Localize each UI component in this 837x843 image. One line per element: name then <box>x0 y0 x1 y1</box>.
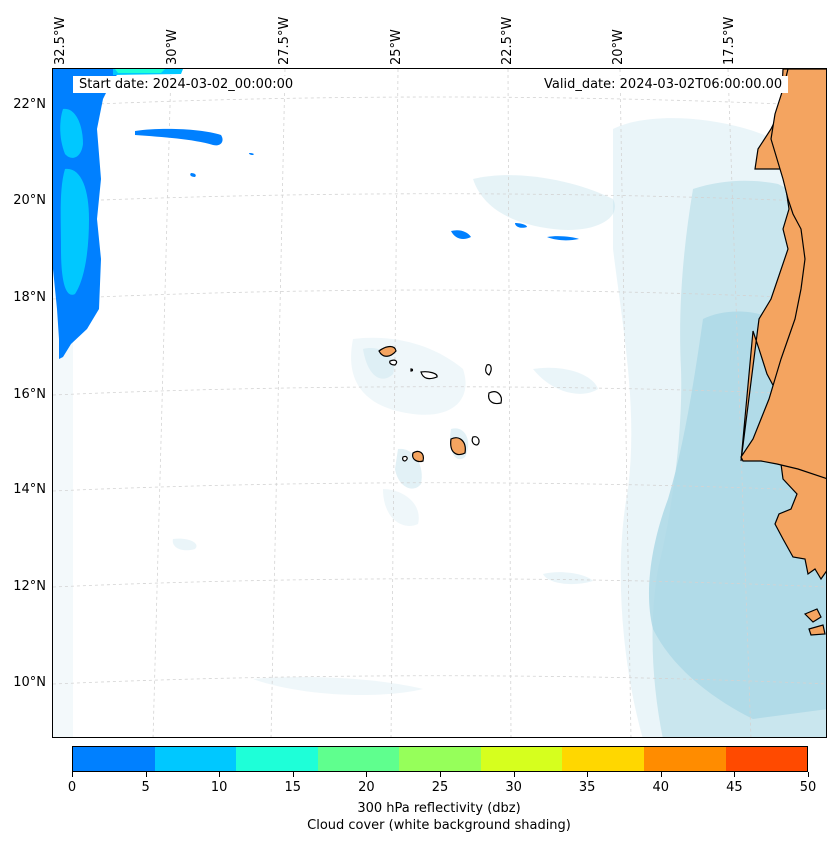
colorbar-tick-label: 30 <box>505 780 522 795</box>
cape-verde-islands <box>378 345 502 463</box>
lon-label: 22.5°W <box>500 16 515 65</box>
colorbar-tick-label: 35 <box>578 780 596 795</box>
lat-label: 18°N <box>13 290 46 305</box>
island <box>808 624 826 636</box>
colorbar-tick <box>145 772 147 777</box>
lon-label: 17.5°W <box>722 16 737 65</box>
africa-land <box>740 69 826 479</box>
map-panel <box>52 68 827 738</box>
colorbar-tick-label: 50 <box>799 780 817 795</box>
start-date-label: Start date: 2024-03-02_00:00:00 <box>73 76 300 93</box>
colorbar-tick <box>808 772 809 777</box>
island <box>803 608 822 623</box>
colorbar-tick-label: 15 <box>284 780 302 795</box>
lon-label: 27.5°W <box>277 16 292 65</box>
colorbar <box>72 746 808 772</box>
colorbar-tick-label: 0 <box>67 780 77 795</box>
colorbar-segment <box>399 747 481 771</box>
colorbar-segment <box>236 747 318 771</box>
cloud-cover <box>53 69 826 737</box>
colorbar-label: 300 hPa reflectivity (dbz) <box>357 801 521 816</box>
colorbar-tick <box>72 772 73 777</box>
lat-label: 22°N <box>13 97 46 112</box>
colorbar-tick-label: 20 <box>358 780 375 795</box>
lon-label: 20°W <box>611 29 626 65</box>
lat-label: 12°N <box>13 579 46 594</box>
colorbar-tick <box>513 772 515 777</box>
colorbar-tick <box>292 772 294 777</box>
lon-label: 32.5°W <box>53 16 68 65</box>
colorbar-tick <box>440 772 441 777</box>
colorbar-segment <box>725 747 808 771</box>
colorbar-segment <box>73 747 155 771</box>
colorbar-tick <box>366 772 368 777</box>
map-canvas <box>53 69 826 737</box>
colorbar-tick <box>660 772 662 777</box>
colorbar-tick <box>734 772 736 777</box>
colorbar-segment <box>317 747 400 771</box>
colorbar-tick-label: 45 <box>726 780 743 795</box>
colorbar-tick-label: 25 <box>431 780 449 795</box>
colorbar-tick <box>219 772 221 777</box>
colorbar-tick-label: 5 <box>141 780 150 795</box>
lat-label: 14°N <box>13 482 46 497</box>
lon-label: 30°W <box>165 29 180 65</box>
lat-label: 10°N <box>13 675 46 690</box>
colorbar-tick <box>587 772 589 777</box>
colorbar-segment <box>154 747 237 771</box>
colorbar-segment <box>480 747 563 771</box>
colorbar-tick-label: 10 <box>210 780 228 795</box>
colorbar-segment <box>643 747 726 771</box>
lat-label: 16°N <box>13 387 46 402</box>
colorbar-sublabel: Cloud cover (white background shading) <box>307 818 571 833</box>
reflectivity-field <box>53 69 579 359</box>
valid-date-label: Valid_date: 2024-03-02T06:00:00.00 <box>538 76 789 93</box>
colorbar-tick-label: 40 <box>652 780 670 795</box>
lat-label: 20°N <box>13 193 46 208</box>
graticule <box>53 69 826 737</box>
lon-label: 25°W <box>389 29 404 65</box>
colorbar-segment <box>562 747 644 771</box>
